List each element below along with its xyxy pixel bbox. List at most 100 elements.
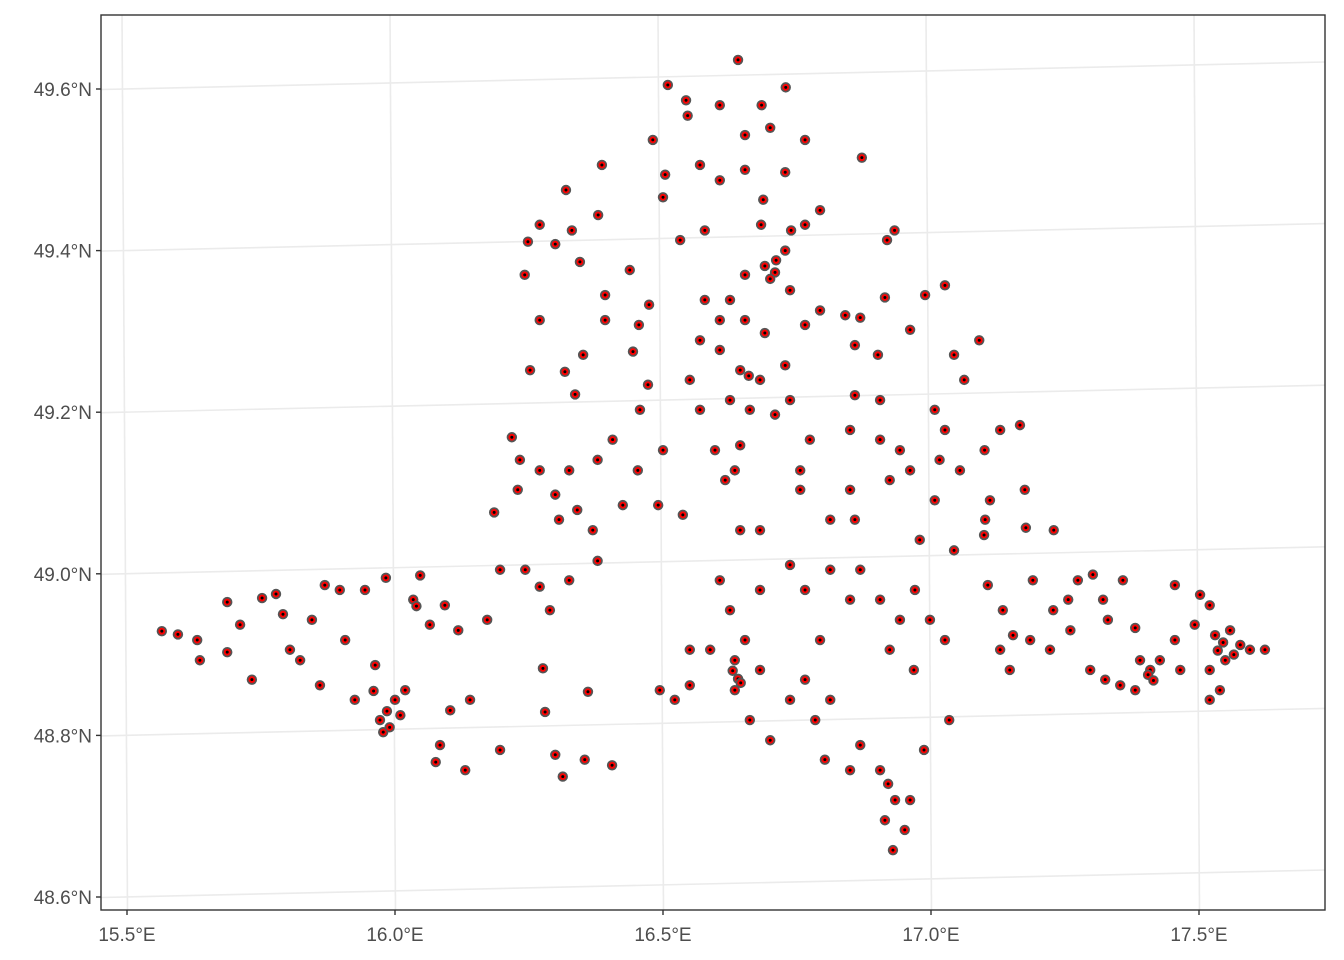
data-point bbox=[914, 534, 925, 546]
data-point bbox=[784, 559, 796, 571]
data-point bbox=[881, 234, 893, 246]
x-tick-label: 17.5°E bbox=[1170, 925, 1227, 946]
data-point bbox=[1072, 575, 1084, 586]
data-point bbox=[844, 594, 856, 605]
data-point bbox=[729, 684, 741, 696]
data-point bbox=[770, 255, 782, 266]
data-point bbox=[627, 346, 639, 357]
data-point bbox=[874, 434, 886, 445]
data-point bbox=[659, 169, 671, 180]
data-point bbox=[1084, 664, 1096, 676]
data-point bbox=[234, 619, 246, 630]
data-point bbox=[904, 794, 916, 806]
data-point bbox=[819, 754, 831, 765]
data-point bbox=[445, 705, 456, 716]
data-point bbox=[569, 389, 581, 400]
data-point bbox=[172, 629, 184, 640]
data-point bbox=[714, 575, 726, 586]
data-point bbox=[1169, 634, 1181, 646]
data-point bbox=[887, 844, 899, 856]
data-point bbox=[744, 714, 756, 726]
data-point bbox=[453, 625, 464, 636]
data-point bbox=[939, 424, 951, 436]
data-point bbox=[1214, 684, 1226, 696]
data-point bbox=[825, 694, 836, 706]
data-point bbox=[334, 584, 345, 596]
data-point bbox=[849, 390, 861, 401]
data-point bbox=[704, 644, 716, 655]
data-point bbox=[1189, 619, 1200, 630]
graticule bbox=[100, 14, 1326, 911]
data-point bbox=[739, 164, 751, 176]
data-point bbox=[799, 134, 811, 146]
data-point bbox=[724, 294, 736, 306]
data-point bbox=[1019, 484, 1031, 495]
x-tick-label: 15.5°E bbox=[98, 925, 155, 946]
data-point bbox=[481, 614, 493, 626]
data-point bbox=[256, 592, 268, 604]
data-point bbox=[572, 504, 583, 516]
data-point bbox=[1134, 655, 1146, 666]
graticule-lat-line bbox=[100, 869, 1326, 899]
data-point bbox=[948, 349, 960, 361]
data-point bbox=[642, 379, 654, 390]
data-point bbox=[756, 99, 767, 111]
data-point bbox=[587, 524, 598, 536]
data-point bbox=[814, 204, 826, 216]
data-point bbox=[734, 364, 746, 376]
data-point bbox=[844, 424, 856, 436]
data-point bbox=[939, 634, 951, 646]
data-point bbox=[759, 327, 771, 339]
data-point bbox=[849, 514, 861, 525]
data-point bbox=[684, 644, 696, 655]
data-point bbox=[872, 349, 884, 361]
data-point bbox=[550, 749, 561, 760]
graticule-lat-line bbox=[100, 707, 1326, 737]
data-point bbox=[1130, 622, 1141, 634]
graticule-lon-line bbox=[657, 14, 665, 911]
data-point bbox=[1154, 655, 1166, 666]
data-point bbox=[192, 634, 203, 646]
data-point bbox=[657, 192, 669, 203]
points-layer bbox=[156, 54, 1271, 856]
data-point bbox=[1020, 522, 1032, 533]
data-point bbox=[677, 509, 689, 521]
data-point bbox=[759, 260, 771, 272]
data-point bbox=[934, 454, 945, 466]
data-point bbox=[1102, 614, 1114, 626]
data-point bbox=[769, 409, 781, 420]
data-point bbox=[780, 245, 791, 256]
data-point bbox=[1169, 579, 1181, 591]
data-point bbox=[1204, 664, 1215, 676]
data-point bbox=[592, 555, 603, 567]
data-point bbox=[222, 646, 233, 658]
data-point bbox=[1224, 625, 1236, 636]
data-point bbox=[939, 280, 951, 291]
data-point bbox=[729, 465, 741, 476]
data-point bbox=[1024, 634, 1036, 646]
data-point bbox=[684, 680, 696, 691]
data-point bbox=[654, 684, 665, 696]
data-point bbox=[904, 324, 916, 335]
data-point bbox=[194, 655, 206, 666]
data-point bbox=[522, 236, 534, 247]
data-point bbox=[784, 284, 796, 296]
data-point bbox=[754, 584, 766, 596]
data-point bbox=[856, 152, 868, 163]
data-point bbox=[381, 705, 393, 717]
data-point bbox=[430, 756, 441, 768]
data-point bbox=[592, 209, 604, 221]
data-point bbox=[694, 404, 706, 415]
data-point bbox=[714, 314, 726, 326]
data-point bbox=[1097, 594, 1109, 605]
data-point bbox=[1204, 600, 1215, 611]
data-point bbox=[739, 269, 751, 281]
data-point bbox=[657, 444, 669, 456]
data-point bbox=[306, 614, 318, 626]
y-tick-label: 48.6°N bbox=[34, 888, 92, 909]
data-point bbox=[662, 79, 674, 91]
data-point bbox=[156, 625, 168, 637]
data-point bbox=[974, 335, 985, 346]
data-point bbox=[559, 366, 571, 378]
data-point bbox=[799, 584, 811, 596]
